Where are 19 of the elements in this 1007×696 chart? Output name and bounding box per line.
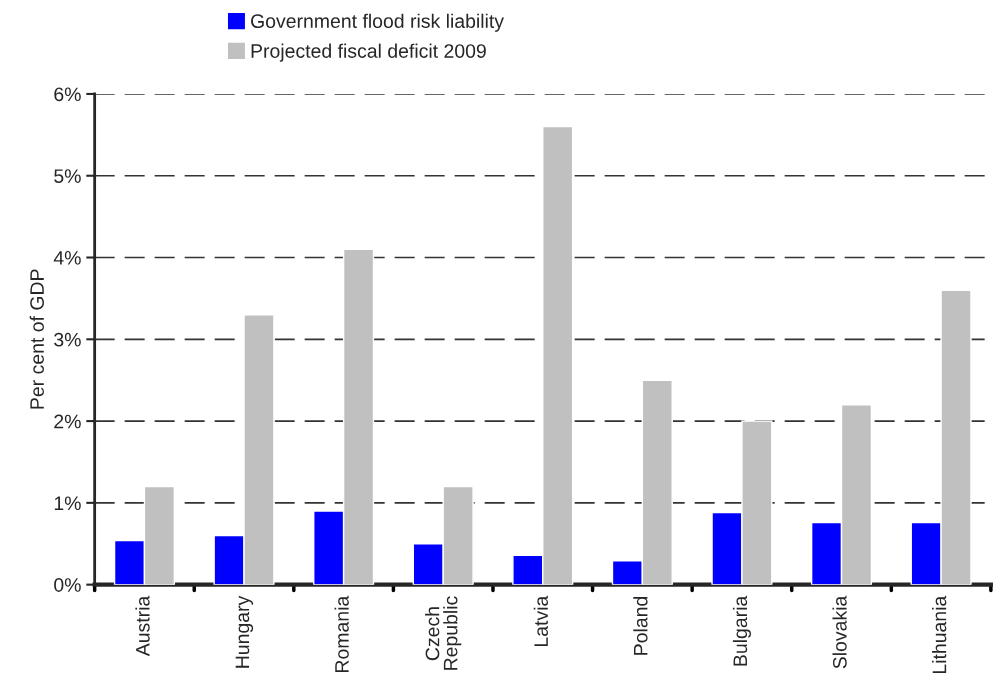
y-tick-label: 6%	[54, 87, 81, 102]
x-tick-label: Romania	[334, 595, 349, 672]
legend-label: Government flood risk liability	[251, 13, 504, 32]
x-tick-label: Slovakia	[832, 595, 847, 669]
y-tick-label: 5%	[54, 169, 81, 183]
x-tick-label: Austria	[135, 595, 150, 657]
x-tick-label: Bulgaria	[732, 595, 751, 666]
y-tick-label: 0%	[54, 578, 81, 592]
y-tick-label: 3%	[54, 332, 81, 347]
x-tick-label: Poland	[633, 597, 648, 655]
legend-label: Projected fiscal deficit 2009	[251, 43, 486, 62]
x-tick-label: Czech Republic	[425, 596, 462, 670]
x-tick-label: Latvia	[533, 595, 548, 647]
x-tick-label: Lithuania	[932, 595, 947, 674]
y-tick-label: 2%	[54, 414, 81, 429]
x-tick-label: Hungary	[235, 595, 254, 668]
y-tick-label: 1%	[54, 496, 81, 511]
y-tick-label: 4%	[53, 251, 81, 265]
y-axis-title: Per cent of GDP	[29, 269, 44, 409]
